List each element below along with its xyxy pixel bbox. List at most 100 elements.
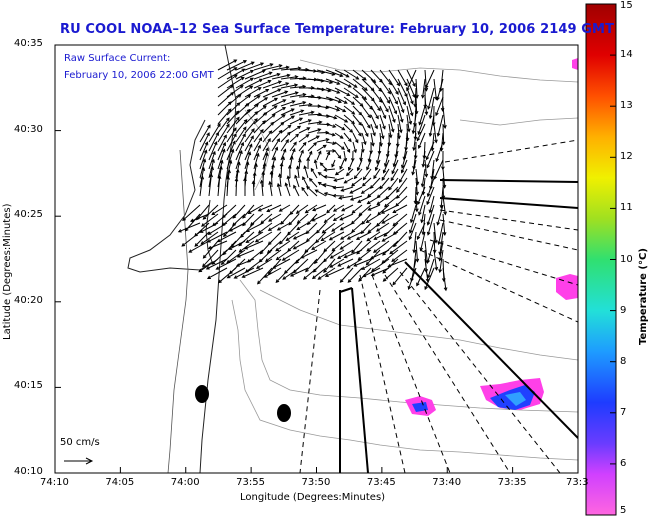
current-vector-head <box>219 159 224 164</box>
current-vector <box>421 168 426 187</box>
current-vector <box>406 78 416 98</box>
current-vector <box>442 105 446 128</box>
sst-patch-south-5 <box>412 402 428 412</box>
current-vector-head <box>227 108 232 113</box>
current-vector-head <box>260 220 265 225</box>
current-vector <box>266 204 282 212</box>
current-vector <box>208 132 219 152</box>
current-vector <box>245 258 264 273</box>
current-vector-head <box>255 152 260 157</box>
current-vector-head <box>438 257 442 262</box>
current-vector <box>410 204 417 223</box>
current-vector <box>440 186 444 208</box>
current-vector-head <box>217 174 222 179</box>
current-vector-head <box>287 131 291 136</box>
current-vector <box>433 231 436 253</box>
current-vector <box>315 231 327 243</box>
current-vector <box>367 186 381 198</box>
current-vector-head <box>308 150 313 155</box>
current-vector-head <box>416 137 421 142</box>
current-vector <box>368 204 381 211</box>
current-vector <box>277 222 291 231</box>
current-vector <box>361 258 381 270</box>
current-vector <box>256 258 273 269</box>
current-vector <box>376 222 390 232</box>
current-vector-head <box>313 77 318 82</box>
current-vector-head <box>287 124 292 129</box>
current-vector <box>275 267 291 283</box>
current-vector-head <box>311 217 316 222</box>
current-vector <box>343 123 353 133</box>
current-vector <box>391 249 408 262</box>
x-tick-label: 74:00 <box>170 477 200 488</box>
current-vector <box>442 213 446 236</box>
current-vector <box>339 159 345 170</box>
current-vector-head <box>259 179 264 184</box>
current-vector-head <box>268 71 273 76</box>
current-vector-head <box>425 84 429 89</box>
current-vector <box>352 96 364 107</box>
current-vector-head <box>233 59 238 63</box>
current-vector-head <box>426 164 430 169</box>
current-vector-head <box>315 135 320 139</box>
current-vector-head <box>240 76 245 81</box>
current-vector <box>262 88 281 98</box>
current-vector <box>337 258 354 267</box>
current-vector-head <box>207 231 212 235</box>
current-vector <box>401 159 408 173</box>
current-vector <box>301 187 309 197</box>
current-vector <box>316 87 331 92</box>
current-vector <box>289 117 303 125</box>
current-vector <box>289 142 297 152</box>
current-vector <box>370 78 382 92</box>
current-vector <box>427 240 435 263</box>
current-vector <box>406 87 414 104</box>
current-vector <box>279 204 291 212</box>
current-vector <box>352 78 368 91</box>
current-vector-head <box>372 249 377 253</box>
current-vector-head <box>419 247 424 252</box>
current-vector-head <box>372 132 376 137</box>
current-vector-head <box>277 80 283 85</box>
current-vector-head <box>207 245 212 250</box>
current-vector <box>406 105 412 125</box>
current-vector-head <box>408 236 413 241</box>
current-vector <box>246 222 264 232</box>
current-vector <box>388 114 394 132</box>
current-vector-head <box>425 156 430 161</box>
current-vector <box>293 240 309 250</box>
current-vector-head <box>369 255 374 260</box>
current-vector <box>414 186 417 204</box>
current-vector <box>334 123 345 131</box>
current-vector <box>212 213 228 226</box>
current-vector <box>379 78 391 94</box>
current-vector <box>413 132 417 151</box>
contour-5 <box>459 117 578 126</box>
current-vector <box>374 231 390 240</box>
current-vector <box>343 105 355 115</box>
current-vector <box>382 240 399 256</box>
current-vector-head <box>277 88 282 92</box>
current-vector <box>188 240 210 253</box>
current-vector-head <box>302 141 307 146</box>
current-vector <box>217 142 226 161</box>
current-vector <box>427 87 435 109</box>
current-vector <box>271 91 288 98</box>
current-vector <box>289 125 301 134</box>
current-vector-head <box>337 255 341 259</box>
current-vector <box>211 249 228 265</box>
current-vector <box>253 89 269 98</box>
current-vector-head <box>236 254 241 258</box>
current-vector <box>379 123 384 139</box>
current-vector <box>422 150 426 167</box>
current-vector <box>442 168 446 188</box>
current-vector-head <box>394 100 398 105</box>
current-vector <box>388 258 408 268</box>
current-vector-head <box>305 268 309 273</box>
current-vector <box>253 112 268 125</box>
current-vector <box>415 240 418 262</box>
colorbar-tick-label: 14 <box>620 49 633 61</box>
current-vector <box>280 84 298 89</box>
current-vector-head <box>294 91 299 95</box>
current-vector <box>305 258 318 272</box>
